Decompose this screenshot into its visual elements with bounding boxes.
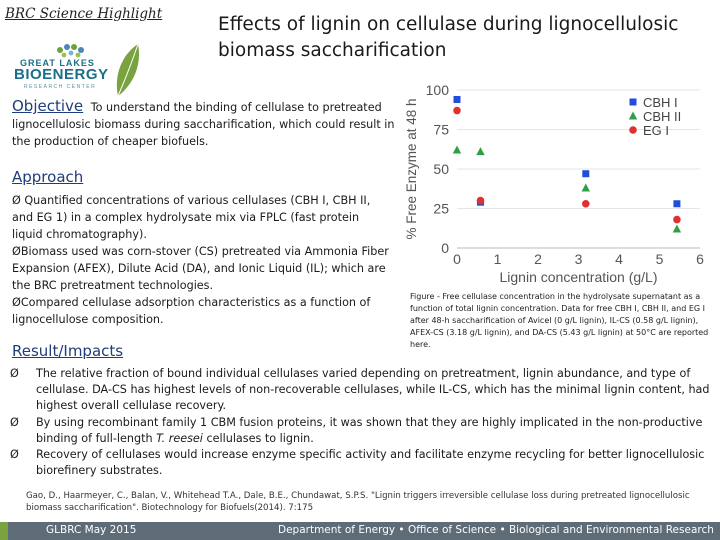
objective-text: To understand the binding of cellulase t… <box>12 101 395 148</box>
footer-agency: Department of Energy • Office of Science… <box>278 524 714 536</box>
bullet-arrow-icon: Ø <box>10 367 19 380</box>
y-tick-label: 50 <box>433 161 449 177</box>
approach-bullet: Ø Quantified concentrations of various c… <box>12 194 371 241</box>
science-highlight-tagline: BRC Science Highlight <box>5 6 163 22</box>
data-point <box>452 145 462 154</box>
legend-label: CBH II <box>643 109 681 124</box>
approach-bullet: ØCompared cellulase adsorption character… <box>12 296 371 326</box>
objective-section: Objective To understand the binding of c… <box>12 98 397 150</box>
footer-bar: GLBRC May 2015 Department of Energy • Of… <box>0 522 720 540</box>
data-point <box>453 106 461 115</box>
result-list: Ø The relative fraction of bound individu… <box>10 366 712 479</box>
data-point <box>476 196 485 205</box>
figure-caption: Figure - Free cellulase concentration in… <box>410 292 709 349</box>
approach-heading: Approach <box>12 168 84 186</box>
bullet-arrow-icon: Ø <box>12 245 21 258</box>
y-tick-label: 0 <box>441 240 449 256</box>
data-point <box>453 95 461 103</box>
logo-line3: RESEARCH CENTER <box>24 84 97 90</box>
data-point <box>673 215 681 224</box>
x-tick-label: 4 <box>615 251 623 267</box>
citation: Gao, D., Haarmeyer, C., Balan, V., White… <box>26 491 690 513</box>
approach-section: Ø Quantified concentrations of various c… <box>12 192 390 328</box>
x-tick-label: 3 <box>575 251 583 267</box>
data-point <box>476 147 485 156</box>
bullet-arrow-icon: Ø <box>12 296 21 309</box>
data-point <box>581 183 590 192</box>
x-tick-label: 0 <box>453 251 461 267</box>
bullet-arrow-icon: Ø <box>10 448 19 462</box>
data-point <box>581 199 590 208</box>
x-tick-label: 5 <box>656 251 664 267</box>
data-point <box>582 170 590 178</box>
logo-line1: GREAT LAKES <box>20 58 95 68</box>
x-tick-label: 1 <box>494 251 502 267</box>
y-axis-label: % Free Enzyme at 48 h <box>404 98 419 239</box>
result-bullet: Ø Recovery of cellulases would increase e… <box>10 448 705 478</box>
data-point <box>672 224 682 233</box>
footer-accent <box>0 522 8 540</box>
result-bullet: Ø The relative fraction of bound individu… <box>10 367 710 413</box>
approach-bullet: ØBiomass used was corn-stover (CS) pretr… <box>12 245 389 292</box>
y-tick-label: 25 <box>433 201 449 217</box>
footer-date: GLBRC May 2015 <box>46 524 137 536</box>
legend-label: CBH I <box>643 95 678 110</box>
result-bullet: Ø By using recombinant family 1 CBM fusio… <box>10 415 703 445</box>
glbrc-logo: GREAT LAKES BIOENERGY RESEARCH CENTER <box>14 38 164 100</box>
x-tick-label: 2 <box>534 251 542 267</box>
page-title: Effects of lignin on cellulase during li… <box>218 14 679 61</box>
result-heading: Result/Impacts <box>12 342 124 360</box>
free-enzyme-scatter-chart: 0 25 50 75 100 0 1 2 3 4 5 6 Lignin concentration (g… <box>404 82 704 285</box>
data-point <box>673 200 681 208</box>
bullet-arrow-icon: Ø <box>10 415 19 429</box>
legend-marker <box>629 126 637 134</box>
objective-heading: Objective <box>12 97 84 115</box>
legend-marker <box>628 111 638 120</box>
legend-marker <box>629 98 637 106</box>
y-tick-label: 75 <box>433 122 449 138</box>
glbrc-logo-icon <box>57 43 140 97</box>
bullet-arrow-icon: Ø <box>12 194 25 207</box>
y-tick-label: 100 <box>426 82 450 98</box>
logo-line2: BIOENERGY <box>14 66 109 83</box>
legend-label: EG I <box>643 123 669 138</box>
x-axis-label: Lignin concentration (g/L) <box>500 269 658 285</box>
x-tick-label: 6 <box>696 251 704 267</box>
